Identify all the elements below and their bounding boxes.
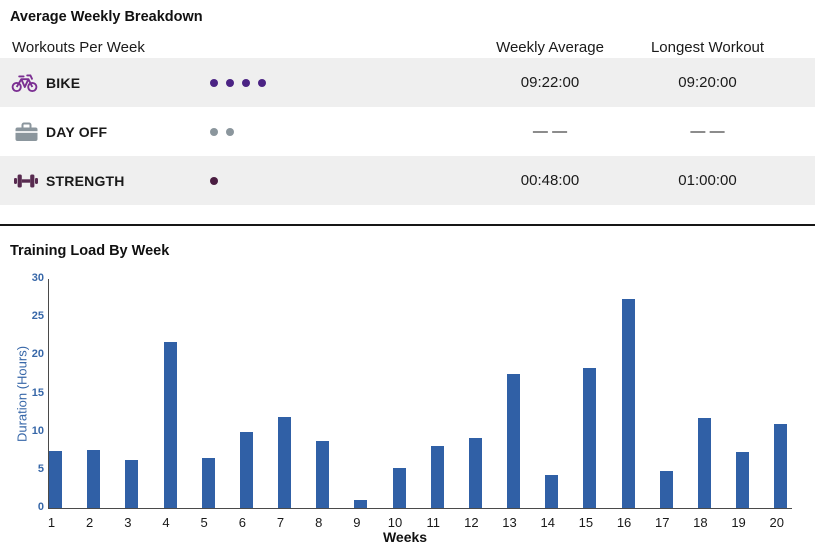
bar-week-20 [774,424,788,508]
y-tick-label: 10 [31,424,44,437]
frequency-dot [226,127,234,136]
x-tick-label: 3 [124,515,132,530]
workout-frequency-dots [196,127,475,136]
bike-icon [0,73,46,93]
bar-week-7 [278,417,292,508]
bar-week-9 [354,500,368,508]
bar-week-4 [163,341,177,508]
workout-frequency-dots [196,176,475,185]
briefcase-icon [0,122,46,142]
x-tick-label: 1 [47,515,56,530]
x-tick-label: 11 [426,515,440,530]
x-tick-label: 16 [616,515,632,530]
x-tick-label: 4 [162,515,170,530]
table-header-row: Workouts Per Week Weekly Average Longest… [0,36,815,58]
bar-week-1 [49,450,62,508]
section-divider [0,224,815,226]
longest-workout-value: 01:00:00 [678,172,737,189]
bar-week-6 [239,431,253,508]
x-axis-line [48,508,792,509]
workout-type-label: STRENGTH [46,172,125,189]
x-tick-label: 19 [731,515,746,530]
y-tick-label: 30 [31,272,44,284]
x-tick-label: 6 [238,515,246,530]
frequency-dot [242,78,250,87]
bar-week-3 [125,459,139,508]
x-tick-label: 8 [315,515,323,530]
x-tick-label: 10 [387,515,403,530]
chart-title: Training Load By Week [10,243,170,259]
bar-week-5 [201,458,215,508]
x-tick-label: 7 [276,515,285,530]
bar-week-13 [507,373,521,508]
workout-type-label: DAY OFF [46,123,108,140]
x-tick-label: 2 [86,515,94,530]
x-tick-label: 9 [353,515,361,530]
frequency-dot [210,78,218,87]
workout-frequency-dots [196,78,475,87]
weekly-average-value: 00:48:00 [520,172,580,189]
table-row-strength: STRENGTH 00:48:00 01:00:00 [0,156,815,205]
y-tick-label: 5 [37,462,44,475]
frequency-dot [210,127,218,136]
y-tick-label: 15 [31,386,44,399]
x-axis-title: Weeks [382,529,428,545]
bar-week-16 [621,298,635,508]
dumbbell-icon [0,173,46,189]
bar-week-12 [468,437,482,508]
workouts-table: Workouts Per Week Weekly Average Longest… [0,36,815,205]
x-tick-label: 13 [502,515,517,530]
x-tick-label: 5 [200,515,208,530]
bar-week-15 [583,367,597,508]
bar-week-2 [87,449,101,508]
weekly-average-value: — — [532,123,568,140]
frequency-dot [258,78,266,87]
column-header-weekly-average: Weekly Average [496,38,604,56]
bar-week-11 [430,446,444,508]
bar-week-10 [392,467,406,508]
frequency-dot [226,78,234,87]
x-tick-label: 12 [464,515,479,530]
y-axis-line [48,279,49,509]
frequency-dot [210,176,218,185]
bar-week-17 [659,471,673,508]
x-tick-label: 18 [693,515,708,530]
x-tick-label: 17 [654,515,670,530]
column-header-longest-workout: Longest Workout [650,38,765,56]
longest-workout-value: — — [690,123,725,140]
workout-type-label: BIKE [46,74,81,91]
page-title: Average Weekly Breakdown [10,9,203,25]
y-tick-label: 25 [31,310,44,323]
table-row-day-off: DAY OFF — — — — [0,107,815,156]
column-header-workouts-per-week: Workouts Per Week [12,38,145,56]
y-tick-label: 20 [31,348,44,361]
x-tick-label: 15 [578,515,594,530]
bar-week-19 [736,451,750,508]
x-tick-label: 14 [540,515,555,530]
table-row-bike: BIKE 09:22:00 09:20:00 [0,58,815,107]
y-tick-label: 0 [37,501,44,513]
x-tick-label: 20 [769,515,784,530]
bar-week-18 [697,417,711,508]
bar-week-8 [316,440,330,508]
longest-workout-value: 09:20:00 [678,74,737,91]
weekly-average-value: 09:22:00 [520,74,580,91]
bar-week-14 [545,475,559,508]
